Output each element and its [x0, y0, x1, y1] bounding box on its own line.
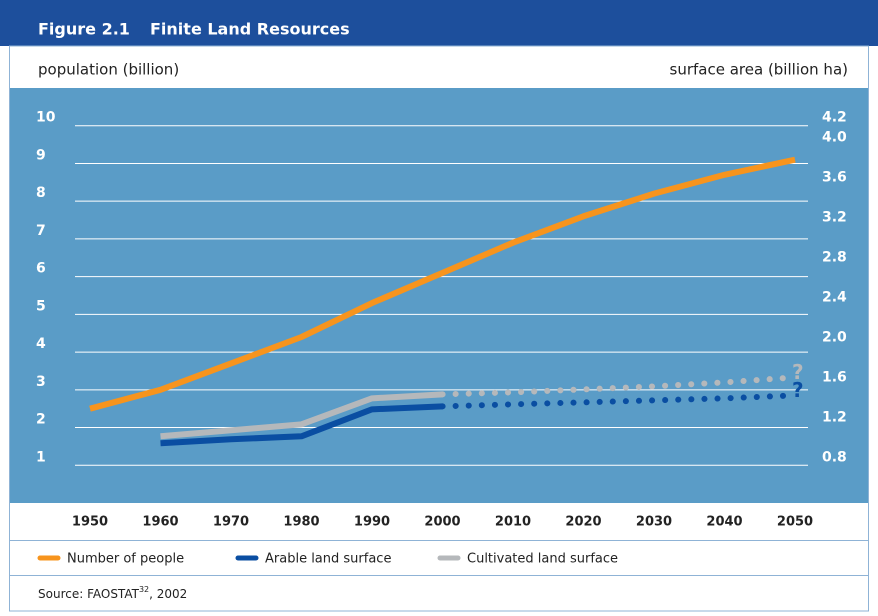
- y2-tick-label: 1.2: [822, 409, 847, 425]
- x-tick-label: 1960: [142, 515, 178, 530]
- chart-title: Finite Land Resources: [150, 20, 350, 39]
- source-text: Source: FAOSTAT: [38, 587, 140, 601]
- source: Source: FAOSTAT32, 2002: [38, 585, 187, 601]
- header-bar: [0, 0, 878, 46]
- projection-mark: ?: [792, 360, 804, 384]
- series-line: [89, 156, 796, 412]
- y2-tick-label: 1.6: [822, 369, 847, 385]
- y-tick-label: 3: [36, 374, 46, 390]
- x-tick-label: 2040: [706, 515, 742, 530]
- y-tick-label: 6: [36, 261, 46, 277]
- y2-tick-label: 4.0: [822, 130, 847, 146]
- x-tick-label: 2030: [636, 515, 672, 530]
- y2-tick-label: 2.8: [822, 250, 847, 266]
- y2-tick-label: 2.4: [822, 289, 847, 305]
- frame: [9, 45, 869, 612]
- y-tick-label: 7: [36, 223, 46, 239]
- x-tick-label: 1980: [283, 515, 319, 530]
- y2-axis-label: surface area (billion ha): [670, 61, 848, 79]
- y-tick-label: 9: [36, 147, 46, 163]
- x-tick-label: 2020: [565, 515, 601, 530]
- figure-label: Figure 2.1: [38, 20, 130, 39]
- y-tick-label: 10: [36, 110, 56, 126]
- source-year: , 2002: [149, 587, 187, 601]
- y-axis-label: population (billion): [38, 61, 179, 79]
- y-tick-label: 5: [36, 298, 46, 314]
- y2-tick-label: 2.0: [822, 329, 847, 345]
- series-line: [160, 391, 443, 440]
- y-tick-label: 4: [36, 336, 46, 352]
- y-tick-label: 1: [36, 449, 46, 465]
- x-tick-label: 1970: [213, 515, 249, 530]
- plot-area: [10, 88, 868, 503]
- legend-label: Arable land surface: [265, 552, 391, 567]
- x-tick-label: 2050: [777, 515, 813, 530]
- y2-tick-label: 4.2: [822, 110, 847, 126]
- source-ref: 32: [139, 585, 149, 594]
- projection-mark: ?: [792, 378, 804, 402]
- series-line: [160, 403, 443, 447]
- y-tick-label: 2: [36, 412, 46, 428]
- legend-label: Cultivated land surface: [467, 552, 618, 567]
- x-tick-label: 2010: [495, 515, 531, 530]
- y2-tick-label: 0.8: [822, 449, 847, 465]
- x-tick-label: 1990: [354, 515, 390, 530]
- legend-label: Number of people: [67, 552, 184, 567]
- y2-tick-label: 3.6: [822, 170, 847, 186]
- x-tick-label: 2000: [424, 515, 460, 530]
- y2-tick-label: 3.2: [822, 210, 847, 226]
- x-tick-label: 1950: [72, 515, 108, 530]
- y-tick-label: 8: [36, 185, 46, 201]
